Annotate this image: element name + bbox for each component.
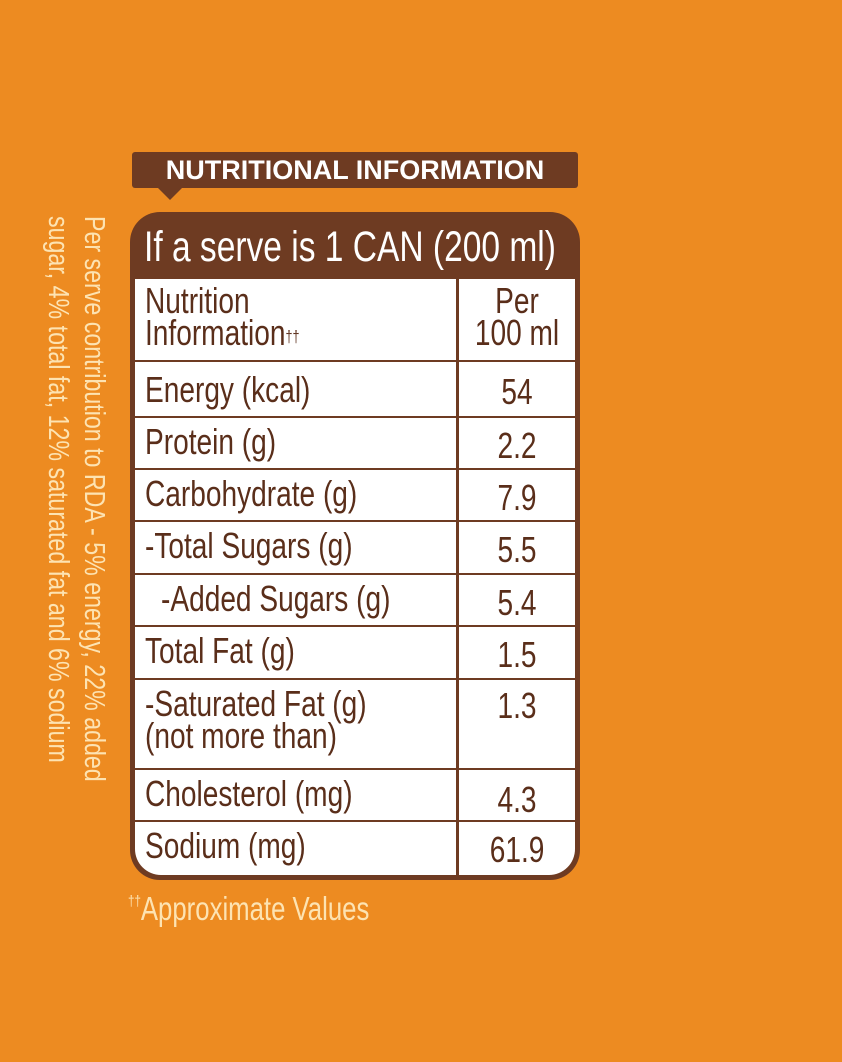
footnote-mark: †† [128,894,141,910]
nutrition-table: Nutrition Information†† Per 100 ml Energy … [135,277,575,875]
table-row: -Saturated Fat (g) (not more than) 1.3 [135,678,575,768]
row-label: Protein (g) [145,421,277,462]
table-row: -Total Sugars (g) 5.5 [135,520,575,573]
column-divider [456,277,459,875]
column-header-value: Per 100 ml [475,280,560,353]
row-label: Total Fat (g) [145,630,295,671]
nutritional-information-header: NUTRITIONAL INFORMATION [132,152,578,188]
row-label-note: (not more than) [145,715,337,756]
row-value: 1.5 [497,634,538,675]
rda-side-note: Per serve contribution to RDA - 5% energ… [40,216,112,866]
nutrition-table-panel: If a serve is 1 CAN (200 ml) Nutrition In… [130,212,580,880]
row-label: -Total Sugars (g) [145,525,353,566]
footnote: ††Approximate Values [128,890,437,928]
row-label: Cholesterol (mg) [145,773,353,814]
table-row: Cholesterol (mg) 4.3 [135,768,575,820]
table-row: Total Fat (g) 1.5 [135,625,575,678]
row-label: Sodium (mg) [145,825,306,866]
serving-title-text: If a serve is 1 CAN (200 ml) [144,223,556,271]
row-value: 5.4 [497,582,538,623]
rda-line-1: Per serve contribution to RDA - 5% energ… [78,216,110,782]
row-value: 7.9 [497,477,538,518]
table-row: Carbohydrate (g) 7.9 [135,468,575,520]
table-row: Energy (kcal) 54 [135,360,575,416]
table-row: -Added Sugars (g) 5.4 [135,573,575,625]
row-value: 1.3 [497,685,538,726]
table-row: Protein (g) 2.2 [135,416,575,468]
rda-line-2: sugar, 4% total fat, 12% saturated fat a… [42,216,74,763]
row-value: 4.3 [497,779,538,820]
row-value: 54 [501,371,534,412]
column-header-label: Nutrition Information†† [145,280,300,353]
footnote-text: Approximate Values [140,890,370,927]
row-label: -Added Sugars (g) [161,578,391,619]
row-value: 5.5 [497,529,538,570]
row-label: -Saturated Fat (g) [145,683,367,724]
row-value: 61.9 [490,829,545,870]
row-value: 2.2 [497,425,538,466]
row-label: Carbohydrate (g) [145,473,358,514]
serving-title: If a serve is 1 CAN (200 ml) [144,218,672,276]
row-label: Energy (kcal) [145,369,311,410]
table-header-row: Nutrition Information†† Per 100 ml [135,277,575,360]
header-pointer [158,188,182,200]
table-row: Sodium (mg) 61.9 [135,820,575,875]
header-title: NUTRITIONAL INFORMATION [165,155,545,185]
